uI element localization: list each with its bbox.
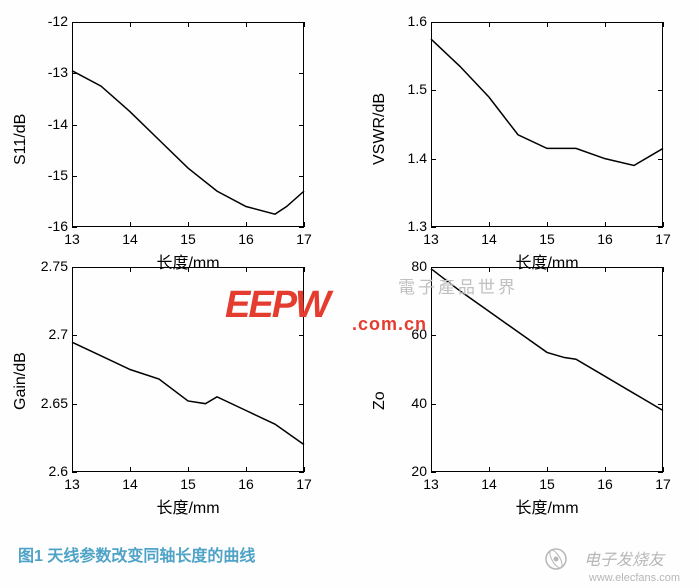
x-tick-label: 14 — [474, 231, 504, 247]
watermark-elecfans: 电子发烧友 — [584, 546, 664, 570]
watermark-red: EEPW — [225, 284, 329, 326]
x-axis-label: 长度/mm — [148, 494, 228, 518]
x-tick-label: 17 — [648, 476, 678, 492]
x-tick-label: 15 — [532, 476, 562, 492]
x-tick-label: 16 — [231, 231, 261, 247]
x-tick-label: 13 — [57, 476, 87, 492]
data-line — [10, 10, 306, 229]
watermark-eepw: EEPW — [225, 284, 329, 327]
watermark-eepw-sub: .com.cn — [352, 314, 427, 335]
chart-vswr: VSWR/dB长度/mm1.31.41.51.61314151617 — [369, 10, 688, 245]
x-tick-label: 17 — [289, 476, 319, 492]
x-tick-label: 14 — [115, 231, 145, 247]
x-tick-label: 17 — [648, 231, 678, 247]
data-line — [369, 10, 665, 229]
x-tick-label: 17 — [289, 231, 319, 247]
charts-grid: S11/dB长度/mm-16-15-14-13-121314151617 VSW… — [0, 0, 698, 540]
x-tick-label: 13 — [416, 476, 446, 492]
x-tick-label: 16 — [590, 231, 620, 247]
x-tick-label: 15 — [532, 231, 562, 247]
chart-s11: S11/dB长度/mm-16-15-14-13-121314151617 — [10, 10, 329, 245]
x-tick-label: 15 — [173, 476, 203, 492]
watermark-elecfans-url: www.elecfans.com — [589, 572, 680, 584]
x-tick-label: 13 — [416, 231, 446, 247]
x-tick-label: 15 — [173, 231, 203, 247]
figure-caption: 图1 天线参数改变同轴长度的曲线 — [18, 542, 255, 566]
x-tick-label: 14 — [115, 476, 145, 492]
x-axis-label: 长度/mm — [507, 494, 587, 518]
x-tick-label: 14 — [474, 476, 504, 492]
x-tick-label: 16 — [231, 476, 261, 492]
x-tick-label: 13 — [57, 231, 87, 247]
x-tick-label: 16 — [590, 476, 620, 492]
watermark-cn: 電子產品世界 — [398, 273, 518, 298]
elecfans-icon — [544, 547, 568, 571]
